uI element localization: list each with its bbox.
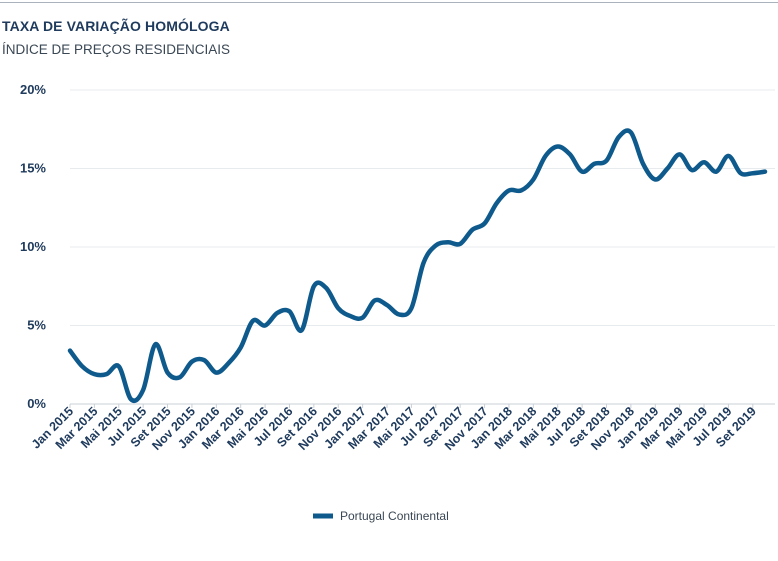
y-tick-label: 20% [20, 82, 46, 97]
chart-subtitle: ÍNDICE DE PREÇOS RESIDENCIAIS [2, 42, 231, 57]
y-tick-label: 5% [27, 318, 46, 333]
y-tick-label: 0% [27, 396, 46, 411]
chart-title: TAXA DE VARIAÇÃO HOMÓLOGA [2, 18, 230, 34]
series-line-portugal-continental [67, 128, 768, 403]
top-divider [0, 2, 778, 3]
y-axis: 0% 5% 10% 15% 20% [20, 82, 46, 411]
grid-lines [70, 89, 775, 405]
legend-label-portugal-continental: Portugal Continental [340, 509, 449, 523]
y-tick-label: 10% [20, 239, 46, 254]
y-tick-label: 15% [20, 161, 46, 176]
legend[interactable]: Portugal Continental [313, 509, 449, 523]
series-group [67, 128, 768, 403]
